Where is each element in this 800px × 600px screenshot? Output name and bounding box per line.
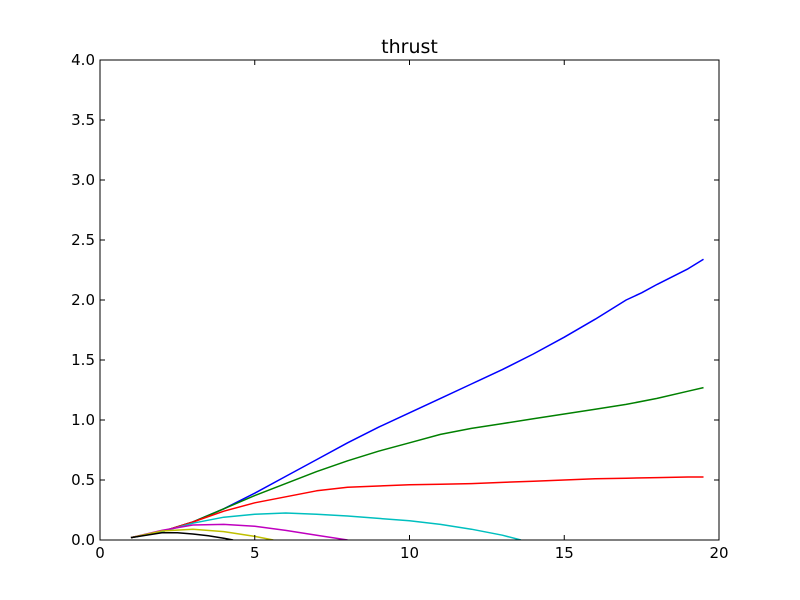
chart-title: thrust bbox=[381, 36, 438, 58]
x-tick-label: 20 bbox=[709, 544, 728, 562]
series-line-4 bbox=[130, 512, 522, 540]
x-tick-label: 0 bbox=[95, 544, 105, 562]
y-tick-label: 0.5 bbox=[71, 471, 95, 489]
series-line-5 bbox=[130, 523, 348, 540]
x-tick-label: 10 bbox=[400, 544, 419, 562]
y-tick-label: 1.5 bbox=[71, 351, 95, 369]
y-tick-label: 4.0 bbox=[71, 51, 95, 69]
series-line-3 bbox=[130, 476, 704, 539]
x-tick-label: 5 bbox=[250, 544, 260, 562]
y-tick-label: 3.5 bbox=[71, 111, 95, 129]
y-tick-label: 2.0 bbox=[71, 291, 95, 309]
series-line-6 bbox=[130, 528, 274, 540]
y-tick-label: 0.0 bbox=[71, 531, 95, 549]
series-line-2 bbox=[130, 386, 704, 539]
plot-frame bbox=[99, 59, 720, 541]
x-tick-label: 15 bbox=[555, 544, 574, 562]
y-tick-label: 2.5 bbox=[71, 231, 95, 249]
y-tick-label: 3.0 bbox=[71, 171, 95, 189]
series-line-7 bbox=[130, 532, 234, 540]
series-layer bbox=[130, 258, 704, 540]
y-tick-label: 1.0 bbox=[71, 411, 95, 429]
